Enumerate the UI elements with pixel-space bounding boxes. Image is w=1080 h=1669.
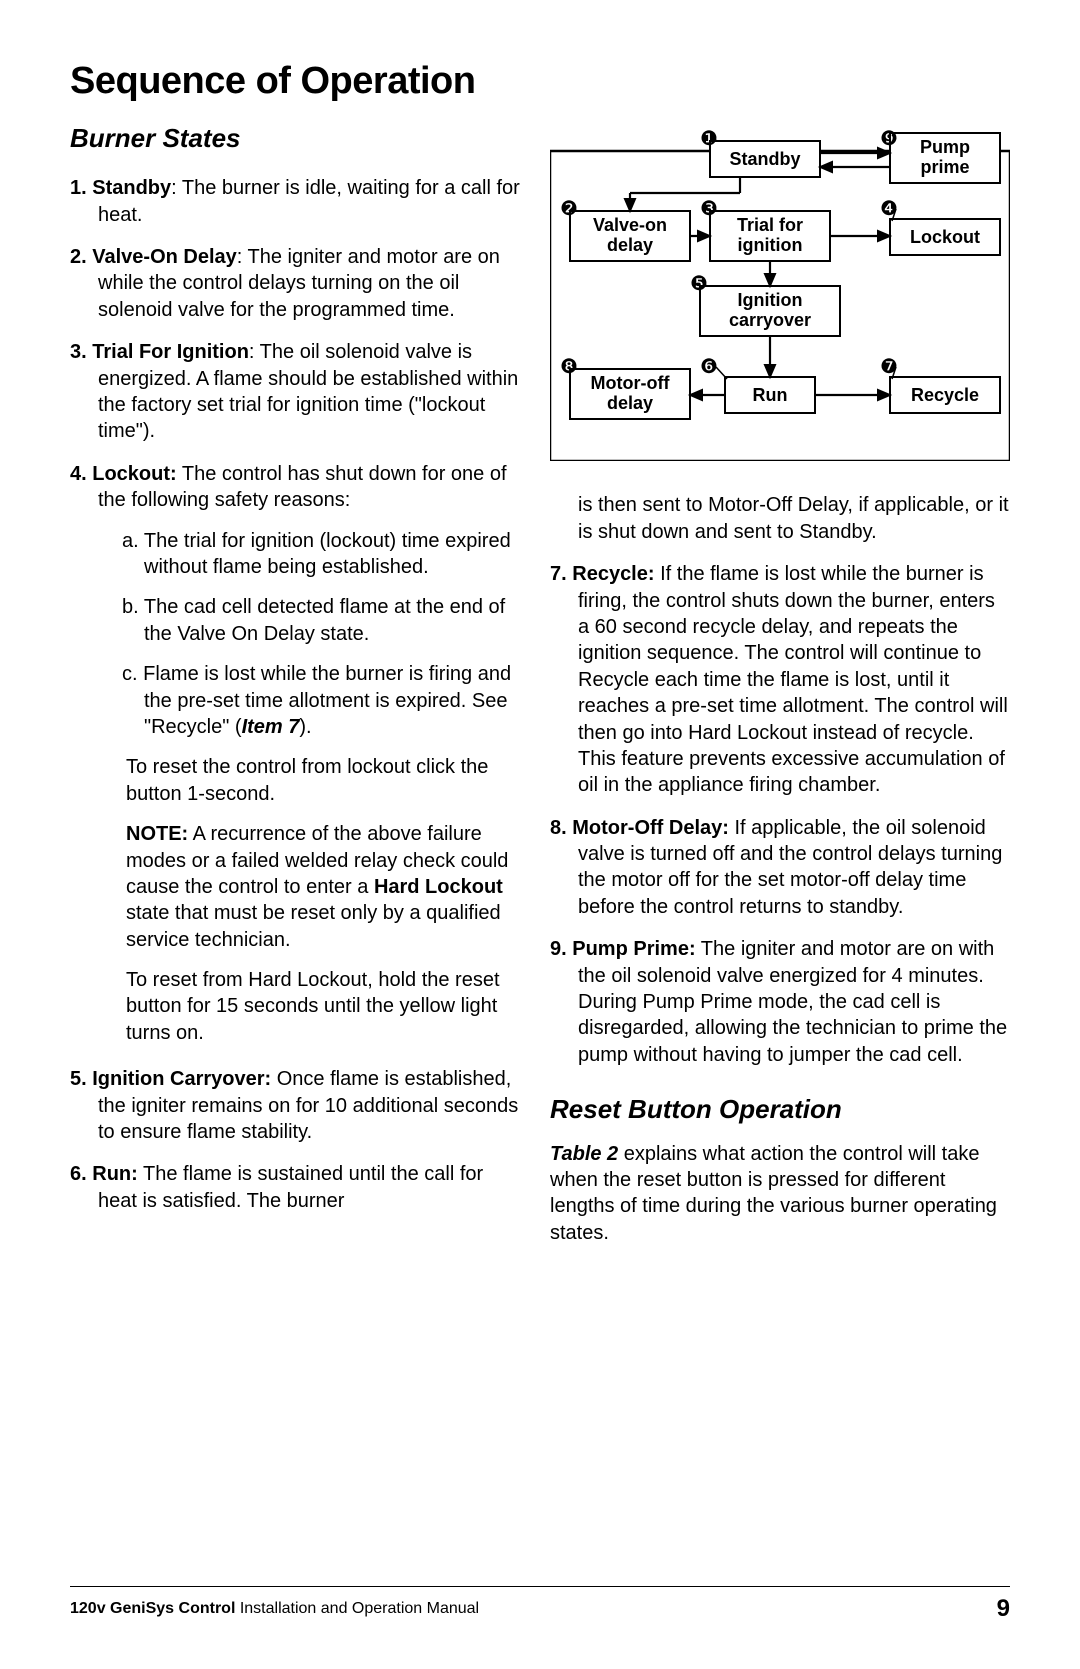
reset-button-para: Table 2 explains what action the control… [550,1141,1010,1247]
svg-text:Recycle: Recycle [911,385,979,405]
page-title: Sequence of Operation [70,60,1010,103]
state-4b: b. The cad cell detected flame at the en… [122,594,520,647]
state-4: 4. Lockout: The control has shut down fo… [70,461,520,1046]
svg-text:delay: delay [607,393,653,413]
svg-text:Run: Run [753,385,788,405]
state-4c: c. Flame is lost while the burner is fir… [122,661,520,740]
state-7: 7. Recycle: If the flame is lost while t… [550,561,1010,799]
svg-text:delay: delay [607,235,653,255]
state-9: 9. Pump Prime: The igniter and motor are… [550,936,1010,1068]
state-6: 6. Run: The flame is sustained until the… [70,1161,520,1214]
state-4a: a. The trial for ignition (lockout) time… [122,528,520,581]
svg-text:Pump: Pump [920,137,970,157]
state-3: 3. Trial For Ignition: The oil solenoid … [70,339,520,445]
state-2: 2. Valve-On Delay: The igniter and motor… [70,244,520,323]
svg-text:Ignition: Ignition [738,290,803,310]
svg-text:Lockout: Lockout [910,227,980,247]
state-5: 5. Ignition Carryover: Once flame is est… [70,1066,520,1145]
page-number: 9 [997,1595,1010,1623]
svg-text:Trial for: Trial for [737,215,803,235]
svg-text:Valve-on: Valve-on [593,215,667,235]
page-footer: 120v GeniSys Control Installation and Op… [70,1586,1010,1623]
svg-text:Standby: Standby [729,149,800,169]
svg-text:Motor-off: Motor-off [591,373,671,393]
reset-para-2: To reset from Hard Lockout, hold the res… [98,967,520,1046]
right-column: Standby❶Pumpprime❾Valve-ondelay❷Trial fo… [550,121,1010,1246]
svg-text:ignition: ignition [738,235,803,255]
svg-text:prime: prime [920,157,969,177]
burner-states-heading: Burner States [70,121,520,155]
state-diagram: Standby❶Pumpprime❾Valve-ondelay❷Trial fo… [550,121,1010,468]
svg-text:carryover: carryover [729,310,811,330]
note-para: NOTE: A recurrence of the above failure … [98,821,520,953]
reset-button-heading: Reset Button Operation [550,1092,1010,1126]
state-8: 8. Motor-Off Delay: If applicable, the o… [550,815,1010,921]
state-1: 1. Standby: The burner is idle, waiting … [70,175,520,228]
left-column: Burner States 1. Standby: The burner is … [70,121,520,1246]
reset-para-1: To reset the control from lockout click … [98,754,520,807]
svg-text:❻: ❻ [700,356,718,378]
state-6-continued: is then sent to Motor-Off Delay, if appl… [550,492,1010,545]
